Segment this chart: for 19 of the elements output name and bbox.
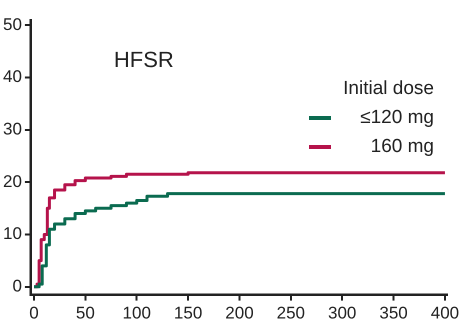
x-tick-label: 300 [328,303,356,322]
x-tick-label: 50 [76,303,95,322]
x-tick-label: 350 [379,303,408,322]
legend-label: ≤120 mg [360,107,434,128]
x-tick-label: 400 [430,303,460,322]
y-tick-label: 0 [12,276,22,296]
legend-title: Initial dose [343,78,434,100]
y-tick-label: 30 [2,120,22,139]
text: HFSR [114,47,174,72]
y-tick-label: 40 [2,67,22,86]
x-tick-label: 100 [122,303,151,322]
y-tick-label: 50 [2,14,22,34]
y-tick-label: 20 [2,172,22,191]
x-tick-label: 200 [225,303,254,322]
legend-label: 160 mg [370,136,434,158]
x-tick-label: 250 [276,303,306,322]
x-tick-label: 150 [174,303,202,322]
y-tick-label: 10 [2,224,22,244]
x-tick-label: 0 [29,303,39,322]
